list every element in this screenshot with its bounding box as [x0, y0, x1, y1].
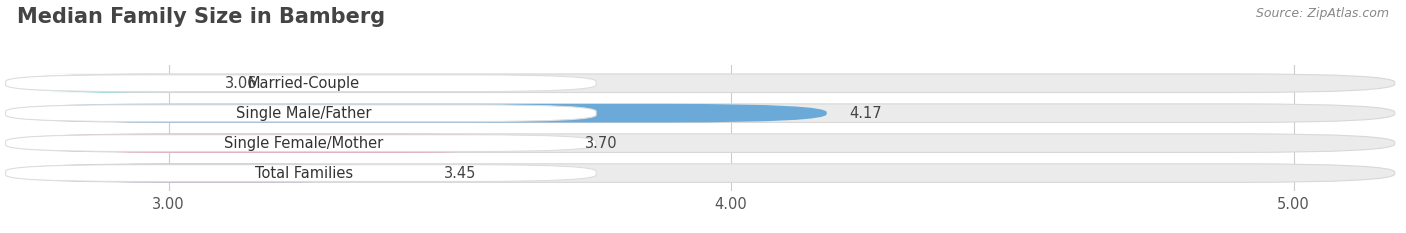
FancyBboxPatch shape: [6, 165, 596, 182]
Text: Total Families: Total Families: [254, 166, 353, 181]
FancyBboxPatch shape: [6, 75, 596, 92]
Text: Single Female/Mother: Single Female/Mother: [224, 136, 384, 151]
FancyBboxPatch shape: [11, 74, 202, 93]
FancyBboxPatch shape: [6, 105, 596, 122]
Text: 3.06: 3.06: [225, 76, 257, 91]
Text: Married-Couple: Married-Couple: [247, 76, 360, 91]
FancyBboxPatch shape: [11, 104, 1395, 123]
Text: Median Family Size in Bamberg: Median Family Size in Bamberg: [17, 7, 385, 27]
FancyBboxPatch shape: [6, 135, 596, 151]
Text: 3.45: 3.45: [444, 166, 477, 181]
FancyBboxPatch shape: [11, 164, 422, 182]
FancyBboxPatch shape: [11, 74, 1395, 93]
FancyBboxPatch shape: [11, 134, 1395, 152]
Text: Single Male/Father: Single Male/Father: [236, 106, 371, 121]
FancyBboxPatch shape: [11, 164, 1395, 182]
FancyBboxPatch shape: [11, 134, 562, 152]
Text: 3.70: 3.70: [585, 136, 617, 151]
FancyBboxPatch shape: [11, 104, 827, 123]
Text: Source: ZipAtlas.com: Source: ZipAtlas.com: [1256, 7, 1389, 20]
Text: 4.17: 4.17: [849, 106, 882, 121]
